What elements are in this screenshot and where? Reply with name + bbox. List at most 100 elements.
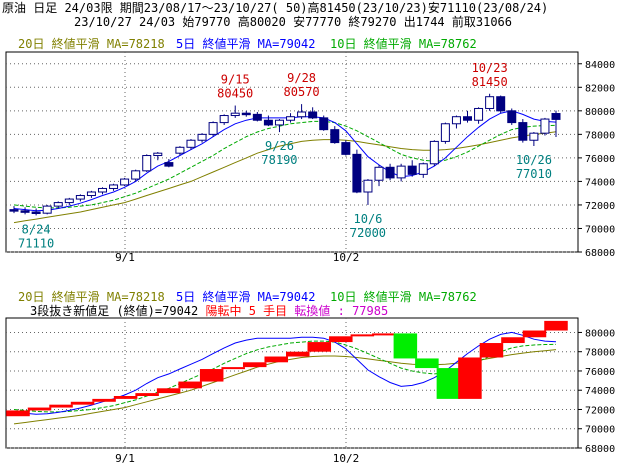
- candle-up: [297, 111, 307, 118]
- p1-y-tick-label: 82000: [585, 83, 615, 94]
- candle-up: [75, 195, 85, 200]
- candle-up: [396, 165, 406, 179]
- candle-up: [64, 198, 74, 204]
- line-break-up: [264, 356, 288, 363]
- candle-up: [109, 184, 119, 189]
- line-break-up: [286, 351, 310, 357]
- line-break-up: [113, 396, 138, 399]
- p1-y-tick-label: 68000: [585, 248, 615, 259]
- candle-up: [175, 146, 185, 154]
- candle-down: [385, 166, 395, 179]
- p1-frame: [5, 51, 579, 253]
- line-break-up: [156, 388, 181, 394]
- candle-up: [86, 191, 96, 197]
- legend-ma10: 10日 終値平滑 MA=78762: [330, 37, 477, 51]
- annotation-date: 10/23: [472, 61, 508, 75]
- p2-x-tick-label: 10/2: [333, 452, 360, 465]
- annotation-value: 81450: [472, 75, 508, 89]
- legend2-ma20: 20日 終値平滑 MA=78218: [18, 290, 165, 304]
- candle-down: [252, 113, 262, 121]
- candle-up: [363, 179, 373, 193]
- candle-up: [540, 118, 550, 134]
- candle-down: [341, 142, 351, 155]
- line-break-down: [415, 358, 439, 369]
- candle-up: [208, 122, 218, 135]
- line-break-up: [178, 381, 202, 389]
- line-break-up: [372, 333, 396, 336]
- line-break-up: [27, 407, 52, 411]
- p2-y-tick-label: 80000: [585, 328, 615, 339]
- line-break-up: [544, 320, 568, 331]
- p2-y-tick-label: 76000: [585, 367, 615, 378]
- candle-down: [463, 116, 473, 121]
- p2-y-tick-label: 74000: [585, 386, 615, 397]
- line-break-up: [221, 367, 245, 370]
- line-break-up: [522, 330, 547, 338]
- chart-header-line1: 原油 日足 24/03限 期間23/08/17～23/10/27( 50)高81…: [2, 1, 549, 15]
- candle-up: [274, 119, 284, 126]
- candle-down: [319, 117, 329, 131]
- candle-up: [374, 166, 384, 181]
- candle-down: [31, 211, 41, 214]
- annotation-value: 78190: [261, 153, 297, 167]
- ma5-line: [13, 110, 557, 212]
- annotation-value: 80450: [217, 87, 253, 101]
- annotation-value: 72000: [350, 226, 386, 240]
- legend-ma5: 5日 終値平滑 MA=79042: [176, 37, 316, 51]
- p1-y-tick-label: 72000: [585, 201, 615, 212]
- candle-up: [97, 187, 107, 193]
- candle-down: [551, 113, 561, 120]
- candle-up: [42, 205, 52, 214]
- candle-up: [429, 140, 439, 165]
- line-break-up: [329, 336, 353, 343]
- candle-up: [120, 178, 130, 186]
- candle-up: [451, 116, 461, 125]
- line-break-down: [393, 333, 418, 359]
- candle-down: [352, 153, 362, 193]
- candle-down: [308, 111, 318, 119]
- line-break-up: [6, 410, 30, 417]
- ma20-line: [13, 131, 557, 224]
- annotation-date: 10/26: [516, 153, 552, 167]
- candle-down: [496, 96, 506, 112]
- candle-up: [153, 152, 163, 157]
- line-break-up: [350, 334, 375, 337]
- candle-down: [330, 129, 340, 144]
- line-break-up: [458, 357, 482, 399]
- p2-y-tick-label: 72000: [585, 405, 615, 416]
- p2-x-tick-label: 9/1: [115, 452, 135, 465]
- line-break-up: [49, 404, 73, 408]
- candle-up: [418, 163, 428, 175]
- line-break-up: [307, 342, 332, 352]
- p1-y-tick-label: 80000: [585, 107, 615, 118]
- chart-header-line2: 23/10/27 24/03 始79770 高80020 安77770 終792…: [74, 15, 513, 29]
- annotation-date: 10/6: [354, 212, 383, 226]
- candle-up: [53, 202, 63, 207]
- p1-x-tick-label: 9/1: [115, 251, 135, 264]
- legend2-ma5: 5日 終値平滑 MA=79042: [176, 290, 316, 304]
- candle-down: [241, 112, 251, 116]
- candle-down: [518, 122, 528, 141]
- candle-up: [230, 112, 240, 117]
- candle-up: [219, 115, 229, 124]
- annotation-date: 9/26: [265, 139, 294, 153]
- annotation-date: 9/15: [221, 73, 250, 87]
- p2-frame: [5, 317, 579, 449]
- p1-y-tick-label: 84000: [585, 60, 615, 71]
- line-break-up: [199, 369, 224, 382]
- p1-y-tick-label: 70000: [585, 224, 615, 235]
- candle-up: [186, 139, 196, 148]
- p1-x-tick-label: 10/2: [333, 251, 360, 264]
- candle-down: [507, 110, 517, 124]
- line-break-status: 3段抜き新値足 (終値)=79042 陽転中 5 手目 転換値 : 77985: [30, 304, 389, 318]
- line-break-up: [92, 398, 116, 402]
- p2-y-tick-label: 68000: [585, 444, 615, 455]
- candle-down: [263, 119, 273, 126]
- candle-up: [197, 133, 207, 141]
- p1-y-tick-label: 76000: [585, 154, 615, 165]
- candle-down: [164, 162, 174, 167]
- line-break-up: [135, 393, 159, 396]
- candle-up: [529, 132, 539, 141]
- p1-y-tick-label: 74000: [585, 177, 615, 188]
